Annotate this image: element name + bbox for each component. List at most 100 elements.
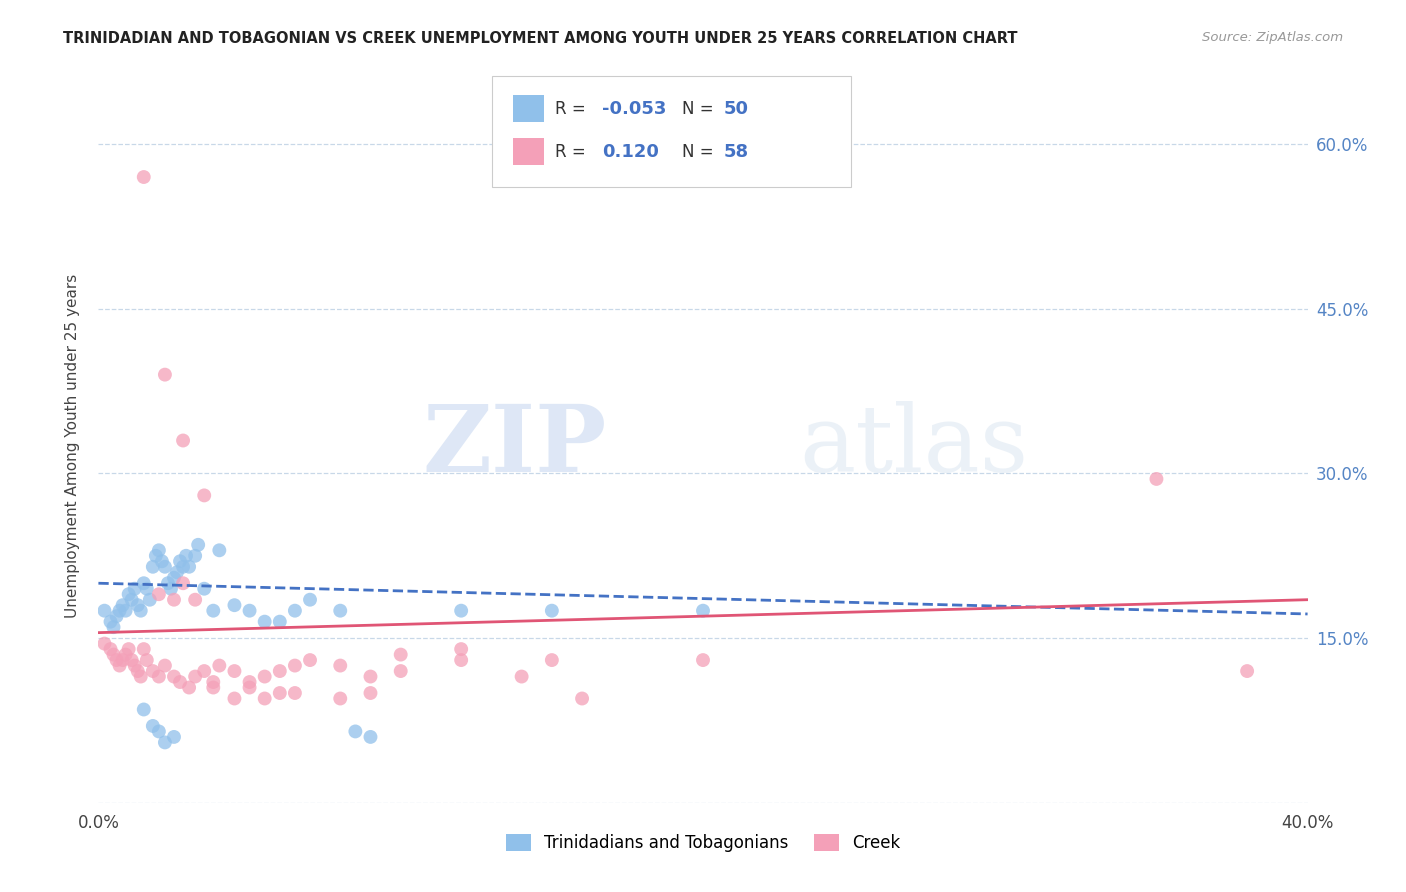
Point [284,686,307,700]
Point [389,648,412,662]
Point [344,724,367,739]
Point [121,592,143,607]
Point [202,681,225,695]
Point [253,615,276,629]
Point [179,559,201,574]
Point [132,702,155,716]
Point [139,592,162,607]
Point [1236,664,1258,678]
Point [121,653,143,667]
Point [692,653,714,667]
Text: R =: R = [555,100,592,118]
Point [132,169,155,184]
Text: 58: 58 [724,143,749,161]
Point [329,691,352,706]
Point [153,559,176,574]
Point [153,658,176,673]
Point [269,664,291,678]
Point [692,604,714,618]
Point [299,592,322,607]
Point [269,615,291,629]
Point [114,648,136,662]
Text: Source: ZipAtlas.com: Source: ZipAtlas.com [1202,31,1343,45]
Point [174,549,197,563]
Y-axis label: Unemployment Among Youth under 25 years: Unemployment Among Youth under 25 years [65,274,80,618]
Point [135,582,157,596]
Point [224,691,246,706]
Point [284,658,307,673]
Text: TRINIDADIAN AND TOBAGONIAN VS CREEK UNEMPLOYMENT AMONG YOUTH UNDER 25 YEARS CORR: TRINIDADIAN AND TOBAGONIAN VS CREEK UNEM… [63,31,1018,46]
Point [284,604,307,618]
Point [450,653,472,667]
Point [360,730,382,744]
Point [360,686,382,700]
Point [510,669,533,683]
Point [108,658,131,673]
Point [329,658,352,673]
Point [103,620,125,634]
Text: ZIP: ZIP [422,401,606,491]
Point [111,653,134,667]
Point [118,587,141,601]
Point [166,566,188,580]
Point [329,604,352,618]
Point [105,609,128,624]
Point [142,559,165,574]
Point [100,615,122,629]
Point [172,559,194,574]
Text: 50: 50 [724,100,749,118]
Text: atlas: atlas [800,401,1029,491]
Point [148,587,170,601]
Point [239,681,262,695]
Point [224,598,246,612]
Point [450,604,472,618]
Point [187,538,209,552]
Point [129,604,152,618]
Point [179,681,201,695]
Point [148,669,170,683]
Point [114,604,136,618]
Point [540,604,562,618]
Point [163,730,186,744]
Point [269,686,291,700]
Point [193,582,215,596]
Point [184,549,207,563]
Point [208,543,231,558]
Point [118,642,141,657]
Point [253,669,276,683]
Point [202,675,225,690]
Point [540,653,562,667]
Point [160,582,183,596]
Point [145,549,167,563]
Text: N =: N = [682,100,718,118]
Point [150,554,173,568]
Point [193,664,215,678]
Point [108,604,131,618]
Point [135,653,157,667]
Point [93,637,115,651]
Point [142,719,165,733]
Text: N =: N = [682,143,718,161]
Point [360,669,382,683]
Point [224,664,246,678]
Point [299,653,322,667]
Point [148,543,170,558]
Point [153,368,176,382]
Point [450,642,472,657]
Point [132,642,155,657]
Point [93,604,115,618]
Point [127,598,149,612]
Point [100,642,122,657]
Point [169,554,191,568]
Point [124,582,146,596]
Point [253,691,276,706]
Point [202,604,225,618]
Text: -0.053: -0.053 [602,100,666,118]
Point [163,571,186,585]
Point [127,664,149,678]
Point [153,735,176,749]
Point [163,592,186,607]
Point [172,576,194,591]
Point [239,604,262,618]
Point [132,576,155,591]
